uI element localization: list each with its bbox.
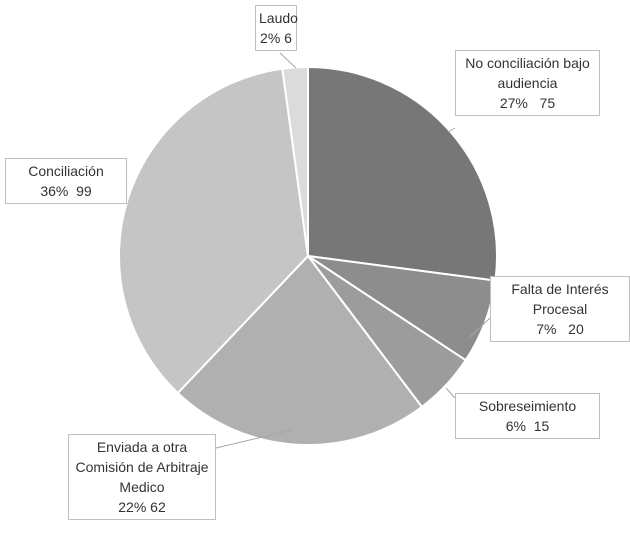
slice-value: 2% 6	[260, 30, 292, 46]
slice-value: 7% 20	[536, 321, 584, 337]
leader-line	[279, 52, 297, 69]
slice-name: Laudo	[259, 10, 298, 26]
leader-line	[445, 387, 456, 399]
pie-slice	[118, 67, 310, 395]
data-label: Enviada a otra Comisión de Arbitraje Med…	[68, 434, 216, 520]
slice-value: 6% 15	[505, 418, 550, 434]
data-label: Laudo 2% 6	[255, 5, 298, 51]
slice-value: 22% 62	[118, 499, 166, 515]
leader-line	[447, 127, 456, 133]
data-label: No conciliación bajo audiencia 27% 75	[455, 50, 600, 116]
data-label: Falta de Interés Procesal 7% 20	[490, 276, 630, 342]
slice-name: No conciliación bajo audiencia	[465, 55, 590, 91]
data-label: Sobreseimiento 6% 15	[455, 393, 600, 439]
slice-name: Sobreseimiento	[478, 398, 577, 414]
slice-name: Conciliación	[28, 163, 104, 179]
slice-value: 27% 75	[499, 95, 556, 111]
pie-slice	[176, 254, 424, 446]
leader-line	[469, 317, 491, 338]
slice-value: 36% 99	[40, 183, 92, 199]
slice-name: Falta de Interés Procesal	[511, 281, 609, 317]
slice-name: Enviada a otra Comisión de Arbitraje Med…	[75, 439, 209, 495]
leader-line	[215, 429, 293, 449]
data-label: Conciliación 36% 99	[5, 158, 127, 204]
